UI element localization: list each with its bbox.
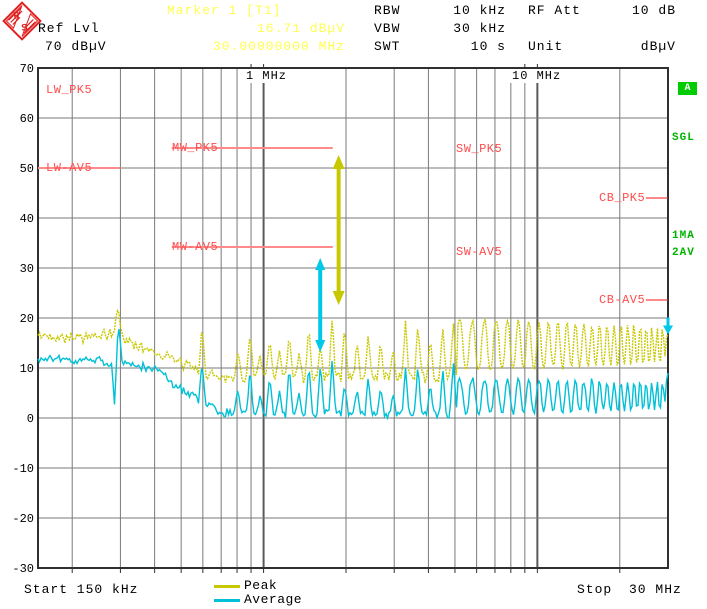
limit-label-sw-av5: SW-AV5: [456, 245, 503, 259]
svg-text:S: S: [21, 23, 29, 35]
legend-swatch-peak: [214, 585, 240, 588]
single-sweep-indicator: SGL: [672, 132, 695, 144]
trace-average: [37, 328, 669, 421]
rf-att-label: RF Att: [528, 3, 581, 18]
rbw-value: 10 kHz: [453, 3, 506, 18]
y-axis-label: 30: [20, 262, 34, 276]
stop-frequency-value: 30 MHz: [629, 582, 682, 597]
marker-level-value: 16.71 dBµV: [256, 21, 345, 36]
margin-arrow-head-down: [315, 340, 326, 352]
stop-label: Stop: [577, 582, 613, 597]
vbw-value: 30 kHz: [453, 21, 506, 36]
trace2-mode-indicator: 2AV: [672, 247, 695, 259]
y-axis-label: 70: [20, 62, 34, 76]
rbw-label: RBW: [374, 3, 401, 18]
margin-arrow-head-up: [332, 155, 345, 169]
limit-label-cb-pk5: CB_PK5: [599, 191, 646, 205]
marker-title: Marker 1 [T1]: [167, 3, 282, 18]
legend-swatch-average: [214, 599, 240, 602]
swt-label: SWT: [374, 39, 401, 54]
start-frequency-label: Start 150 kHz: [24, 582, 139, 597]
margin-arrow-head-up: [315, 258, 326, 270]
limit-label-sw-pk5: SW_PK5: [456, 142, 503, 156]
trace-write-badge: A: [678, 82, 697, 95]
y-axis-label: 20: [20, 312, 34, 326]
rohde-schwarz-logo: R S: [2, 1, 42, 41]
trace1-mode-indicator: 1MA: [672, 230, 695, 242]
y-axis-label: -10: [12, 462, 34, 476]
ref-level-label: Ref Lvl: [38, 21, 100, 36]
legend-label-average: Average: [244, 592, 303, 607]
unit-label: Unit: [528, 39, 564, 54]
limit-label-mw-av5: MW-AV5: [172, 240, 219, 254]
y-axis-label: 0: [27, 412, 34, 426]
y-axis-label: 10: [20, 362, 34, 376]
freq-label-10mhz: 10 MHz: [510, 69, 564, 83]
limit-label-lw-pk5: LW_PK5: [46, 83, 93, 97]
rf-att-value: 10 dB: [631, 3, 676, 18]
svg-text:R: R: [13, 11, 21, 23]
limit-label-mw-pk5: MW_PK5: [172, 141, 219, 155]
legend-label-peak: Peak: [244, 578, 278, 593]
limit-label-lw-av5: LW-AV5: [46, 161, 93, 175]
swt-value: 10 s: [470, 39, 506, 54]
ref-level-value: 70 dBµV: [45, 39, 107, 54]
vbw-label: VBW: [374, 21, 401, 36]
margin-arrow-head-down: [332, 291, 345, 305]
y-axis-label: 60: [20, 112, 34, 126]
trace-peak: [37, 308, 669, 385]
freq-label-1mhz: 1 MHz: [244, 69, 290, 83]
y-axis-label: 40: [20, 212, 34, 226]
y-axis-label: -30: [12, 562, 34, 576]
marker1-arrow[interactable]: [663, 325, 673, 335]
y-axis-label: 50: [20, 162, 34, 176]
marker-frequency-value: 30.00000000 MHz: [212, 39, 345, 54]
y-axis-label: -20: [12, 512, 34, 526]
limit-label-cb-av5: CB-AV5: [599, 293, 646, 307]
unit-value: dBµV: [640, 39, 676, 54]
